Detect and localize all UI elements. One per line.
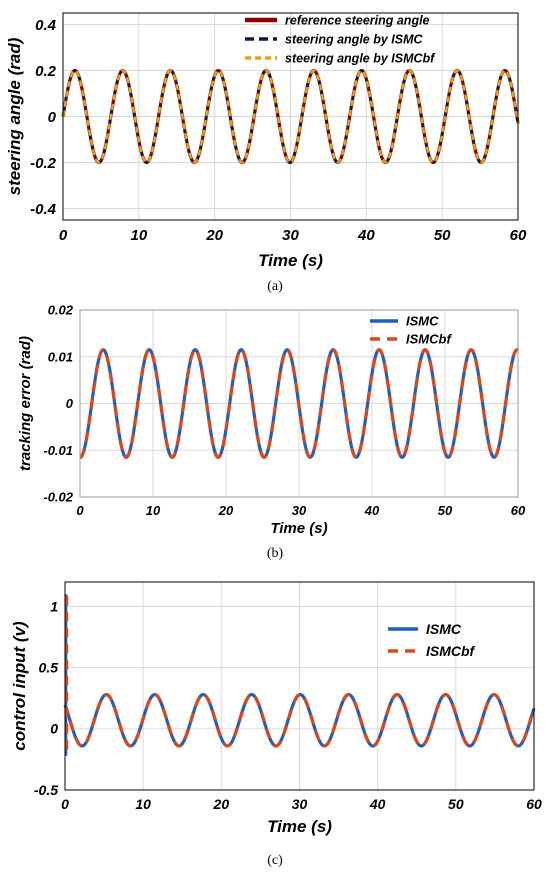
y-tick-label: 0.4 [35,17,57,34]
y-axis-label: steering angle (rad) [5,37,24,195]
plot-frame [64,581,535,791]
chart-panel-1: 0 10 20 30 40 50 60 -0.4 -0.2 0 0.2 0.4 Time (s) stee… [5,12,527,294]
x-tick-label: 20 [213,796,230,812]
y-tick-label: -0.01 [43,443,73,458]
legend: ISMC ISMCbf [370,314,452,347]
x-axis-label: Time (s) [267,817,332,836]
legend: reference steering angle steering angle b… [245,14,436,66]
legend-label: ISMC [426,621,462,637]
y-axis-label: control input (v) [10,621,29,751]
legend-label: steering angle by ISMC [285,33,424,47]
x-tick-label: 60 [511,503,526,518]
y-tick-label: 0.02 [48,303,74,318]
y-tick-label: 0 [66,396,74,411]
y-tick-label: 0.2 [35,63,57,80]
legend: ISMC ISMCbf [388,621,476,659]
legend-label: steering angle by ISMCbf [285,52,436,66]
x-tick-label: 30 [292,503,307,518]
x-tick-label: 40 [357,227,375,244]
y-tick-label: 0 [48,109,57,126]
series-line-steering-angle-by-ismcbf [61,69,520,164]
x-axis-label: Time (s) [270,520,327,537]
legend-label: reference steering angle [285,14,430,28]
figure-caption: (a) [267,279,283,294]
x-tick-label: 10 [146,503,161,518]
y-tick-label: -0.5 [34,782,58,798]
x-tick-label: 10 [130,227,147,244]
plot-frame [79,309,519,498]
y-tick-label: 1 [50,598,58,614]
legend-label: ISMCbf [426,643,476,659]
y-tick-label: -0.02 [43,490,73,505]
y-tick-label: 0.5 [39,660,59,676]
plot-frame [62,12,519,221]
y-tick-label: -0.4 [30,201,57,218]
figure-caption: (b) [267,546,284,561]
x-tick-label: 50 [438,503,453,518]
x-tick-label: 60 [526,796,542,812]
x-tick-label: 20 [205,227,223,244]
x-tick-label: 0 [59,227,68,244]
chart-panel-2: 0 10 20 30 40 50 60 -0.02 -0.01 0 0.01 0.02 Time (s)… [17,303,526,561]
x-tick-label: 50 [434,227,451,244]
x-tick-label: 30 [292,796,308,812]
figure-caption: (c) [267,853,283,868]
legend-label: ISMCbf [406,332,452,347]
x-tick-label: 60 [510,227,527,244]
y-tick-label: 0 [50,721,58,737]
x-tick-label: 30 [282,227,299,244]
x-tick-label: 40 [364,503,380,518]
series-line-ismcbf [63,692,536,748]
y-tick-label: -0.2 [30,155,57,172]
y-tick-label: 0.01 [48,349,73,364]
y-axis-label: tracking error (rad) [17,336,34,471]
x-tick-label: 40 [369,796,386,812]
x-tick-label: 50 [448,796,464,812]
x-tick-label: 0 [76,503,84,518]
series-line-ismcbf [78,348,520,459]
legend-label: ISMC [406,314,439,329]
x-tick-label: 0 [61,796,69,812]
x-axis-label: Time (s) [258,251,323,270]
x-tick-label: 10 [135,796,151,812]
x-tick-label: 20 [218,503,234,518]
